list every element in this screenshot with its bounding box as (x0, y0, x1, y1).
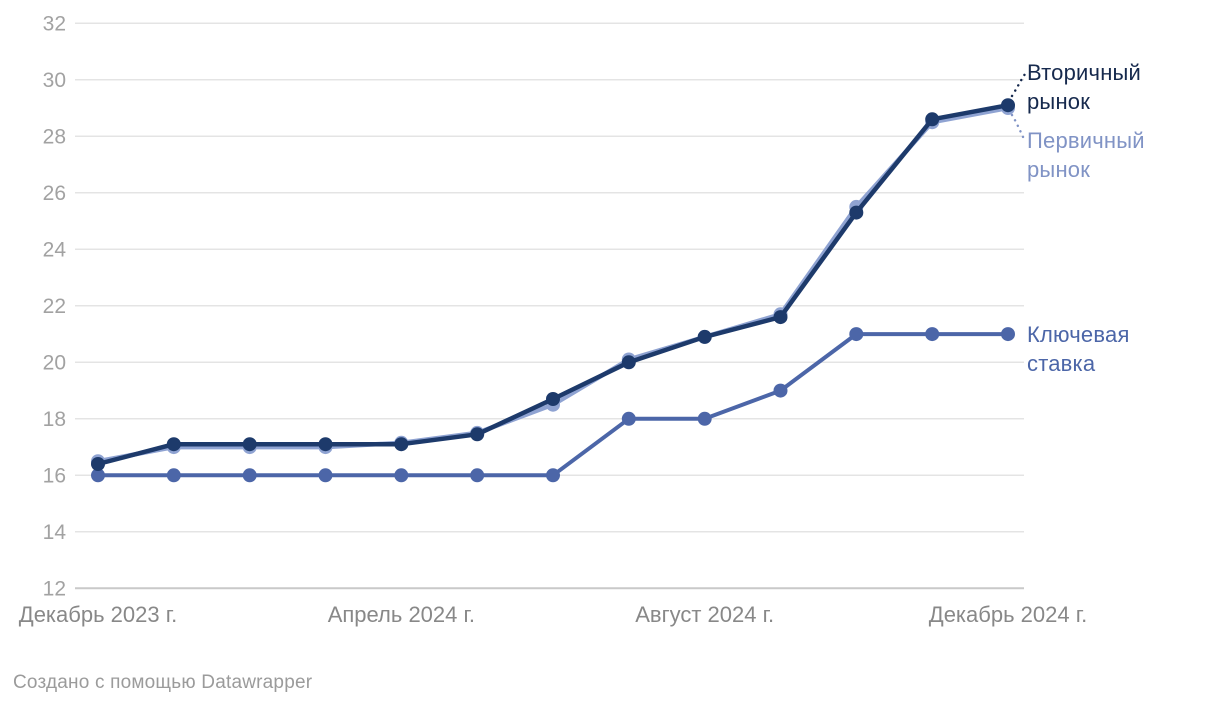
y-tick-label: 22 (43, 295, 66, 318)
data-point (546, 392, 560, 406)
x-tick-label: Декабрь 2024 г. (929, 602, 1087, 627)
data-point (242, 468, 257, 483)
y-tick-label: 26 (43, 182, 66, 205)
series-label-secondary-market: Вторичный рынок (1027, 60, 1142, 114)
data-point (925, 327, 940, 342)
y-tick-label: 12 (43, 577, 66, 600)
label-connector-primary (1010, 113, 1027, 143)
y-tick-label: 24 (43, 238, 67, 261)
data-point (697, 411, 712, 426)
data-point (91, 457, 105, 471)
data-point (318, 437, 333, 452)
x-tick-label: Август 2024 г. (635, 602, 774, 627)
y-tick-label: 32 (43, 12, 66, 35)
y-tick-label: 28 (43, 125, 66, 148)
data-point (621, 411, 636, 426)
data-point (470, 468, 485, 483)
data-point (91, 468, 105, 483)
y-tick-label: 30 (43, 69, 66, 92)
data-point (394, 437, 409, 452)
x-tick-label: Декабрь 2023 г. (19, 602, 177, 627)
attribution-text: Создано с помощью Datawrapper (13, 672, 313, 693)
data-point (849, 205, 864, 220)
data-point (470, 427, 485, 442)
data-point (849, 327, 864, 342)
label-connector-secondary (1010, 72, 1027, 98)
data-point (773, 310, 788, 325)
data-point (318, 468, 333, 483)
y-tick-label: 20 (43, 351, 66, 374)
data-point (773, 383, 788, 398)
data-point (242, 437, 257, 452)
y-tick-label: 18 (43, 408, 66, 431)
data-point (621, 355, 636, 370)
data-point (166, 468, 181, 483)
data-point (925, 112, 940, 127)
data-point (546, 468, 560, 483)
series-label-primary-market: Первичный рынок (1027, 128, 1145, 182)
y-tick-label: 16 (43, 464, 66, 487)
data-point (394, 468, 409, 483)
data-point (697, 329, 712, 344)
data-point (1001, 327, 1015, 342)
data-point (166, 437, 181, 452)
series-label-key-rate: Ключевая ставка (1027, 322, 1130, 376)
x-tick-label: Апрель 2024 г. (328, 602, 475, 627)
data-point (1001, 98, 1015, 113)
y-tick-label: 14 (43, 521, 67, 544)
